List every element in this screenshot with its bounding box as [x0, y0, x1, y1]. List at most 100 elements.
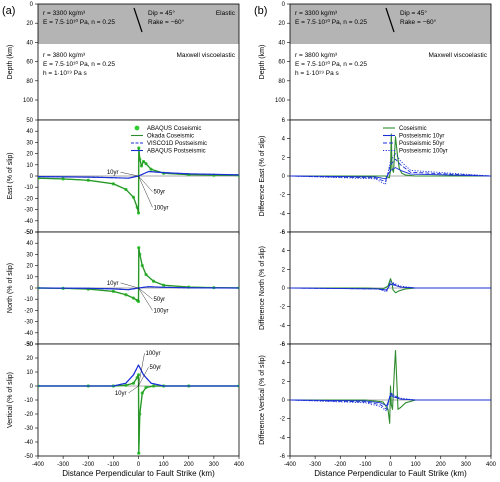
legend-label: Postseismic 50yr [399, 141, 444, 147]
depth-tick-100-b: 100 [275, 98, 286, 104]
series-group [290, 278, 491, 294]
viscoelastic-layer [38, 44, 239, 120]
series-line [38, 247, 239, 302]
y-tick-label: -10 [24, 398, 33, 404]
y-tick-label: 20 [26, 264, 33, 270]
y-tick-label: -4 [280, 435, 286, 441]
y-tick-label: 10 [26, 370, 33, 376]
y-tick-label: 0 [30, 286, 34, 292]
y-tick-label: -10 [24, 185, 33, 191]
legend-label: ABAQUS Coseismic [147, 126, 201, 132]
y-tick-label: 30 [26, 140, 33, 146]
annotation-leader [138, 367, 149, 387]
y-tick-label: 20 [26, 356, 33, 362]
y-tick-label: 0 [282, 398, 286, 404]
series-line [290, 158, 491, 183]
y-tick-label: -30 [24, 208, 33, 214]
y-tick-label: 10 [26, 275, 33, 281]
y-tick-label: 6 [282, 342, 286, 348]
y-tick-label: -40 [24, 440, 33, 446]
x-tick-label: -300 [57, 462, 70, 468]
visco-viscosity: h = 1·10¹⁹ Pa s [43, 70, 88, 77]
y-tick-label: 6 [282, 118, 286, 124]
legend-label: Postseismic 10yr [399, 134, 444, 140]
depth-tick-60-b: 60 [278, 60, 285, 66]
series-line [290, 281, 491, 292]
model-panel-right: r = 3300 kg/m³ E = 7.5·10¹⁰ Pa, n = 0.25… [259, 2, 492, 121]
annotation-leader [138, 353, 145, 387]
chart-panel: 6 4 2 0 -2 -4 -6 Difference Vertical (% of slip… [259, 342, 492, 460]
y-tick-label: 30 [26, 252, 33, 258]
y-tick-label: 0 [30, 174, 34, 180]
y-tick-label: -2 [280, 193, 286, 199]
legend-label: ABAQUS Postseismic [147, 149, 206, 155]
y-tick-label: 30 [26, 342, 33, 348]
x-tick-label: -100 [359, 462, 372, 468]
visco-viscosity-b: h = 1·10¹⁹ Pa s [295, 70, 340, 77]
x-tick-label: -300 [309, 462, 322, 468]
panel-label-b: (b) [254, 5, 267, 17]
y-tick-label: 10 [26, 163, 33, 169]
annotation-label: 10yr [107, 170, 119, 176]
series-group [290, 349, 491, 424]
chart-panel: 50 40 30 20 10 0 -10 -20 -30 -40 -50 East (% of sli… [7, 118, 240, 236]
y-tick-label: -6 [280, 454, 286, 460]
depth-tick-0: 0 [30, 2, 34, 8]
y-tick-label: 2 [282, 155, 286, 161]
depth-tick-40: 40 [26, 40, 33, 46]
annotation-leader [138, 287, 153, 300]
x-tick-label: 200 [184, 462, 195, 468]
elastic-layer [38, 4, 239, 44]
annotation-label: 100yr [146, 351, 161, 357]
series-line [290, 167, 491, 180]
annotation-label: 50yr [154, 190, 166, 196]
depth-axis-label: Depth (km) [7, 45, 14, 80]
legend-swatch [134, 125, 140, 131]
y-tick-label: 6 [282, 230, 286, 236]
x-tick-label: 400 [234, 462, 245, 468]
series-line [290, 394, 491, 407]
legend-label: Postseismic 100yr [399, 149, 448, 155]
y-tick-label: -20 [24, 196, 33, 202]
annotation-label: 100yr [154, 205, 169, 211]
chart-panel: 50 40 30 20 10 0 -10 -20 -30 -40 -50 North (% of sl… [7, 230, 240, 348]
elastic-label: Elastic [216, 10, 236, 17]
annotation-leader [138, 175, 153, 192]
chart-panel: 6 4 2 0 -2 -4 -6 Difference East (% of slip) Cos… [259, 118, 492, 236]
annotation-label: 100yr [154, 308, 169, 314]
y-tick-label: 0 [30, 384, 34, 390]
y-tick-label: 40 [26, 241, 33, 247]
y-tick-label: -50 [24, 342, 33, 348]
depth-tick-100: 100 [23, 98, 34, 104]
y-tick-label: 2 [282, 379, 286, 385]
y-tick-label: -2 [280, 305, 286, 311]
x-tick-label: 100 [411, 462, 422, 468]
depth-axis-label-b: Depth (km) [259, 45, 266, 80]
annotation-leader [128, 385, 139, 394]
annotation-label: 10yr [107, 281, 119, 287]
series-line [38, 147, 239, 214]
annotation-label: 10yr [115, 391, 127, 397]
y-axis-label: East (% of slip) [7, 152, 14, 199]
y-tick-label: 4 [282, 361, 286, 367]
elastic-modulus: E = 7.5·10¹⁰ Pa, n = 0.25 [43, 18, 115, 26]
depth-tick-60: 60 [26, 60, 33, 66]
fault-line [133, 7, 143, 33]
y-tick-label: -30 [24, 320, 33, 326]
x-tick-label: 100 [159, 462, 170, 468]
elastic-density: r = 3300 kg/m³ [43, 10, 86, 17]
y-tick-label: 50 [26, 230, 33, 236]
depth-tick-80: 80 [26, 79, 33, 85]
x-tick-label: -200 [82, 462, 95, 468]
series-line [290, 281, 491, 293]
y-axis-label: Difference East (% of slip) [259, 136, 266, 217]
depth-tick-80-b: 80 [278, 79, 285, 85]
elastic-density-b: r = 3300 kg/m³ [295, 10, 338, 17]
x-tick-label: -200 [334, 462, 347, 468]
rake-label: Rake = −60° [148, 18, 185, 26]
chart-panel: 6 4 2 0 -2 -4 -6 Difference North (% of slip) [259, 230, 492, 348]
legend-label: VISCO1D Postseismic [147, 141, 207, 147]
y-tick-label: -40 [24, 331, 33, 337]
x-axis-right: -400 -300 -200 -100 0 100 200 300 400 [284, 462, 497, 468]
